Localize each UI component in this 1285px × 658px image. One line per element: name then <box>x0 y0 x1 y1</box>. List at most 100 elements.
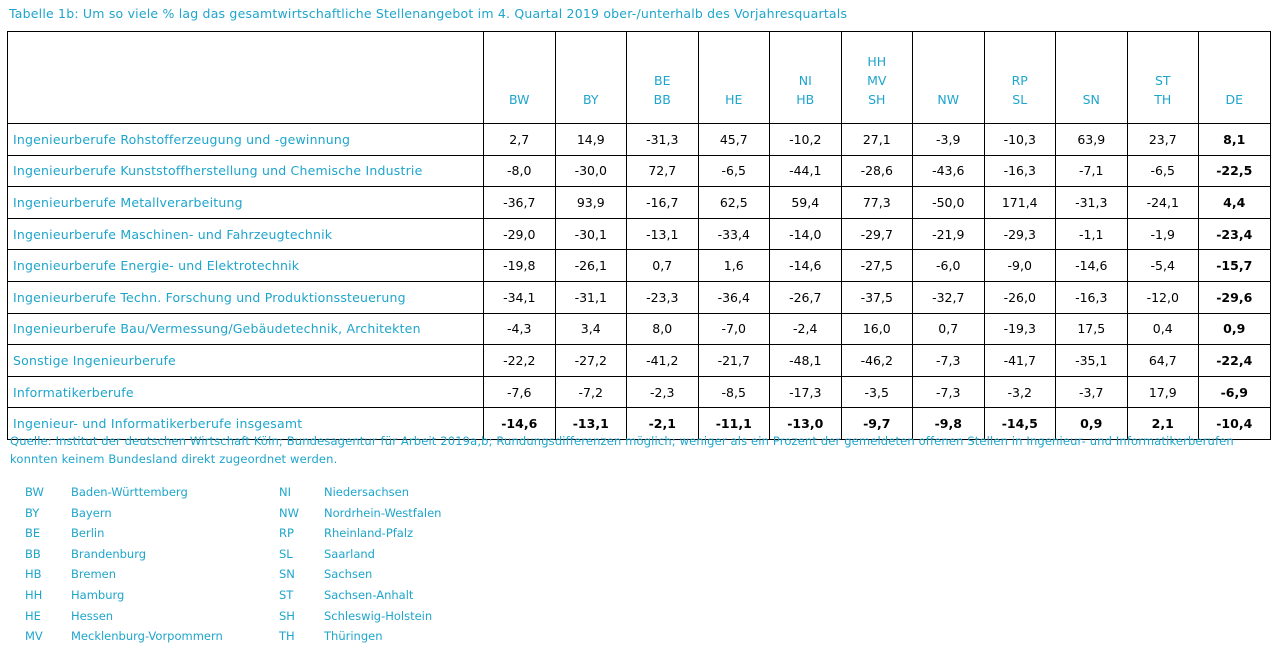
legend-state-name: Brandenburg <box>71 546 147 561</box>
table-cell: -24,1 <box>1126 186 1199 219</box>
row-label: Ingenieurberufe Energie- und Elektrotech… <box>7 249 484 282</box>
legend-abbreviation: NI <box>279 485 291 499</box>
column-header: NW <box>912 31 985 124</box>
column-header: HH MV SH <box>840 31 913 124</box>
legend-item: BW Baden-Württemberg <box>25 485 223 506</box>
table-cell: -30,0 <box>554 154 627 188</box>
table-cell: -13,1 <box>626 217 699 251</box>
legend-state-name: Hessen <box>71 608 114 623</box>
table-cell: -43,6 <box>912 154 985 188</box>
legend-abbreviation: NW <box>279 505 299 520</box>
column-header-line: HB <box>796 92 815 107</box>
legend-right: NI Niedersachsen NW Nordrhein-Westfalen RP Rh… <box>279 485 441 650</box>
table-cell: 4,4 <box>1198 186 1271 219</box>
table-cell: -6,5 <box>697 154 770 188</box>
table-cell: -41,2 <box>626 344 699 377</box>
legend-abbreviation: SH <box>279 608 295 623</box>
table-row: Ingenieurberufe Techn. Forschung und Pro… <box>7 280 1271 314</box>
table-cell: -2,1 <box>626 407 699 440</box>
table-cell: -16,3 <box>1055 280 1128 314</box>
table-cell: 62,5 <box>697 186 770 219</box>
table-cell: -19,8 <box>483 249 556 282</box>
table-cell: -50,0 <box>912 186 985 219</box>
table-cell: -8,0 <box>483 154 556 188</box>
column-header-line: SN <box>1082 92 1100 107</box>
table-cell: -21,9 <box>912 217 985 251</box>
legend-abbreviation: BW <box>25 485 44 499</box>
table-cell: 23,7 <box>1126 123 1199 156</box>
table-cell: -22,2 <box>483 344 556 377</box>
row-label: Informatikerberufe <box>7 375 484 409</box>
table-cell: -7,3 <box>912 344 985 377</box>
table-cell: 93,9 <box>554 186 627 219</box>
table-cell: -29,0 <box>483 217 556 251</box>
row-label: Ingenieurberufe Techn. Forschung und Pro… <box>7 280 484 314</box>
table-cell: -9,7 <box>840 407 913 440</box>
table-cell: 2,1 <box>1126 407 1199 440</box>
table-cell: -26,0 <box>983 280 1056 314</box>
table-cell: -7,6 <box>483 375 556 409</box>
table-cell: 8,0 <box>626 312 699 346</box>
table-row: Sonstige Ingenieurberufe -22,2 -27,2 -41,2-… <box>7 344 1271 377</box>
row-label: Ingenieurberufe Kunststoffherstellung un… <box>7 154 484 188</box>
table-cell: -3,5 <box>840 375 913 409</box>
table-cell: 14,9 <box>554 123 627 156</box>
table-cell: -33,4 <box>697 217 770 251</box>
table-cell: 0,7 <box>912 312 985 346</box>
legend-state-name: Sachsen <box>324 567 373 582</box>
header-corner <box>7 31 484 124</box>
column-header-line: MV <box>867 73 887 88</box>
legend-abbreviation: HH <box>25 587 43 602</box>
table-cell: -27,2 <box>554 344 627 377</box>
table-row: Ingenieurberufe Energie- und Elektrotech… <box>7 249 1271 282</box>
table-row: Ingenieurberufe Kunststoffherstellung un… <box>7 154 1271 188</box>
table-cell: -9,0 <box>983 249 1056 282</box>
column-header-line: SH <box>868 92 886 107</box>
legend-state-name: Nordrhein-Westfalen <box>324 505 442 520</box>
column-header-line: BB <box>653 92 671 107</box>
table-cell: -3,2 <box>983 375 1056 409</box>
row-label: Ingenieurberufe Bau/Vermessung/Gebäudete… <box>7 312 484 346</box>
table-cell: -14,6 <box>483 407 556 440</box>
table-cell: -44,1 <box>769 154 842 188</box>
legend-abbreviation: HE <box>25 608 41 623</box>
table-title: Tabelle 1b: Um so viele % lag das gesamt… <box>9 6 848 21</box>
table-row: Ingenieur- und Informatikerberufe insges… <box>7 407 1271 440</box>
legend-item: SN Sachsen <box>279 567 441 588</box>
legend-abbreviation: SN <box>279 567 295 582</box>
table-cell: -31,1 <box>554 280 627 314</box>
legend-state-name: Berlin <box>71 526 105 541</box>
table-cell: -29,7 <box>840 217 913 251</box>
table-cell: -14,0 <box>769 217 842 251</box>
legend-abbreviation: BE <box>25 526 41 541</box>
table-cell: -7,2 <box>554 375 627 409</box>
table-cell: -34,1 <box>483 280 556 314</box>
table-cell: 17,5 <box>1055 312 1128 346</box>
column-header: RP SL <box>983 31 1056 124</box>
column-header: BW <box>483 31 556 124</box>
column-header-line: SL <box>1012 92 1028 107</box>
table-cell: 17,9 <box>1126 375 1199 409</box>
legend-item: MV Mecklenburg-Vorpommern <box>25 629 223 650</box>
table-cell: -9,8 <box>912 407 985 440</box>
table-cell: 0,9 <box>1055 407 1128 440</box>
table-cell: -3,7 <box>1055 375 1128 409</box>
legend-abbreviation: ST <box>279 587 294 602</box>
legend-state-name: Hamburg <box>71 587 125 602</box>
table-cell: -16,7 <box>626 186 699 219</box>
legend-state-name: Thüringen <box>324 629 383 644</box>
column-header-line: TH <box>1154 92 1172 107</box>
table-cell: 2,7 <box>483 123 556 156</box>
table-row: Ingenieurberufe Maschinen- und Fahrzeugt… <box>7 217 1271 251</box>
table-cell: -27,5 <box>840 249 913 282</box>
legend-item: BY Bayern <box>25 506 223 527</box>
column-header-line: BE <box>654 73 671 88</box>
table-row: Ingenieurberufe Bau/Vermessung/Gebäudete… <box>7 312 1271 346</box>
table-cell: -41,7 <box>983 344 1056 377</box>
table-body: Ingenieurberufe Rohstofferzeugung und -g… <box>7 123 1271 440</box>
column-header: SN <box>1055 31 1128 124</box>
table-cell: -29,3 <box>983 217 1056 251</box>
table-cell: -5,4 <box>1126 249 1199 282</box>
table-cell: -16,3 <box>983 154 1056 188</box>
legend-state-name: Bayern <box>71 505 112 520</box>
